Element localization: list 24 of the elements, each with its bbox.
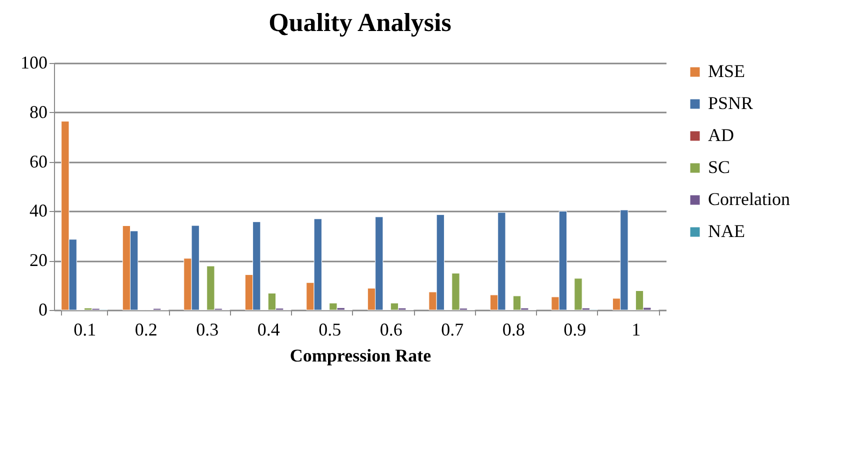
legend-label: Correlation xyxy=(708,189,790,209)
y-tick-label: 80 xyxy=(30,102,48,122)
x-tick-label: 0.9 xyxy=(564,320,586,340)
x-tick-label: 0.8 xyxy=(502,320,525,340)
y-tick-label: 20 xyxy=(30,250,48,270)
legend-label: MSE xyxy=(708,61,746,81)
x-axis-title: Compression Rate xyxy=(290,346,432,366)
x-tick-label: 0.7 xyxy=(441,320,464,340)
x-tick-label: 1 xyxy=(632,320,641,340)
chart-title: Quality Analysis xyxy=(268,8,452,37)
y-tick-label: 100 xyxy=(20,52,48,72)
x-tick-label: 0.2 xyxy=(134,320,158,340)
legend-label: NAE xyxy=(708,221,745,241)
y-tick-label: 40 xyxy=(30,200,48,221)
y-tick-label: 0 xyxy=(38,300,48,320)
x-tick-label: 0.6 xyxy=(380,320,402,340)
y-tick-label: 60 xyxy=(30,151,48,172)
legend-label: AD xyxy=(708,125,734,145)
x-tick-label: 0.1 xyxy=(74,320,96,340)
x-tick-label: 0.5 xyxy=(318,320,342,340)
legend-label: SC xyxy=(708,157,730,177)
legend-label: PSNR xyxy=(708,93,754,113)
x-tick-label: 0.3 xyxy=(196,320,219,340)
x-tick-label: 0.4 xyxy=(257,320,280,340)
